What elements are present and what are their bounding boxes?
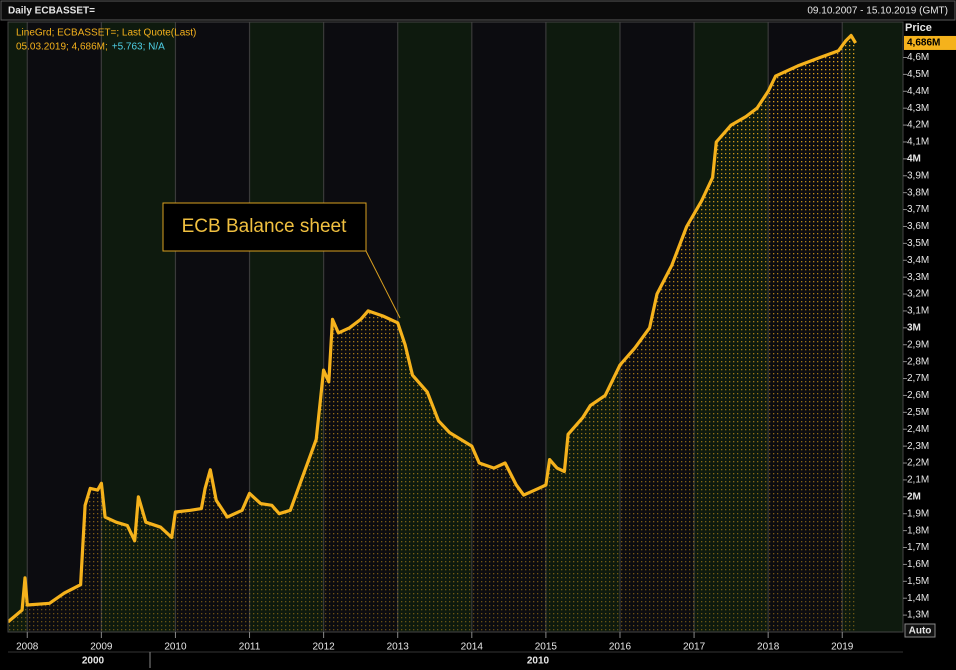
y-tick-label: 2,4M xyxy=(907,424,929,435)
title-bar xyxy=(0,0,956,21)
y-tick-label: 4,5M xyxy=(907,69,929,80)
year-band xyxy=(8,22,28,632)
legend-line: 05.03.2019; 4,686M; xyxy=(16,42,108,53)
x-tick-label: 2016 xyxy=(609,642,632,653)
legend-line: +5.763; N/A xyxy=(112,42,165,53)
y-tick-label: 3,4M xyxy=(907,255,929,266)
y-tick-label: 3,6M xyxy=(907,221,929,232)
y-tick-label: 1,6M xyxy=(907,559,929,570)
last-price-badge xyxy=(904,35,956,50)
legend-line: LineGrd; ECBASSET=; Last Quote(Last) xyxy=(16,28,196,39)
plot-frame xyxy=(7,21,904,633)
x-tick-label: 2009 xyxy=(90,642,113,653)
y-tick-label: 3,3M xyxy=(907,272,929,283)
x-tick-label: 2015 xyxy=(535,642,558,653)
y-tick-label: 4,3M xyxy=(907,103,929,114)
y-tick-label: 2,9M xyxy=(907,339,929,350)
scale-mode: Auto xyxy=(909,626,932,637)
last-price-label: 4,686M xyxy=(907,38,940,49)
chart-title: Daily ECBASSET= xyxy=(8,6,95,17)
y-tick-label: 3,7M xyxy=(907,204,929,215)
date-range: 09.10.2007 - 15.10.2019 (GMT) xyxy=(807,6,948,17)
decade-label: 2010 xyxy=(527,656,550,667)
line xyxy=(8,33,857,624)
y-tick-label: 1,7M xyxy=(907,542,929,553)
y-tick-label: 2,5M xyxy=(907,407,929,418)
x-tick-label: 2017 xyxy=(683,642,706,653)
y-tick-label: 3M xyxy=(907,322,921,333)
x-tick-label: 2013 xyxy=(387,642,410,653)
annotation-box xyxy=(162,202,367,252)
y-tick-label: 2,1M xyxy=(907,475,929,486)
y-tick-label: 4,4M xyxy=(907,86,929,97)
y-tick-label: 1,5M xyxy=(907,576,929,587)
y-tick-label: 3,2M xyxy=(907,289,929,300)
plot xyxy=(8,33,857,632)
y-tick-label: 3,5M xyxy=(907,238,929,249)
y-tick-label: 3,1M xyxy=(907,306,929,317)
y-tick-label: 2,7M xyxy=(907,373,929,384)
y-tick-label: 2,3M xyxy=(907,441,929,452)
annotation: ECB Balance sheet xyxy=(182,216,347,237)
y-tick-label: 3,8M xyxy=(907,187,929,198)
y-tick-label: 4,2M xyxy=(907,120,929,131)
decade-label: 2000 xyxy=(82,656,105,667)
y-tick-label: 2M xyxy=(907,491,921,502)
x-tick-label: 2011 xyxy=(239,642,261,653)
y-tick-label: 4M xyxy=(907,154,921,165)
y-tick-label: 2,8M xyxy=(907,356,929,367)
x-tick-label: 2014 xyxy=(461,642,484,653)
y-tick-label: 3,9M xyxy=(907,170,929,181)
x-tick-label: 2018 xyxy=(757,642,780,653)
y-tick-label: 1,4M xyxy=(907,593,929,604)
x-tick-label: 2012 xyxy=(312,642,335,653)
y-tick-label: 2,2M xyxy=(907,458,929,469)
y-tick-label: 1,8M xyxy=(907,525,929,536)
y-tick-label: 4,1M xyxy=(907,137,929,148)
y-tick-label: 1,9M xyxy=(907,508,929,519)
x-tick-label: 2008 xyxy=(16,642,39,653)
annotation-leader xyxy=(365,250,401,319)
area xyxy=(8,35,856,632)
x-tick-label: 2019 xyxy=(831,642,854,653)
y-tick-label: 4,6M xyxy=(907,52,929,63)
y-tick-label: 2,6M xyxy=(907,390,929,401)
scale-mode-box xyxy=(904,623,936,638)
x-tick-label: 2010 xyxy=(164,642,187,653)
y-tick-label: 1,3M xyxy=(907,610,929,621)
y-axis-label: Price xyxy=(905,22,932,34)
